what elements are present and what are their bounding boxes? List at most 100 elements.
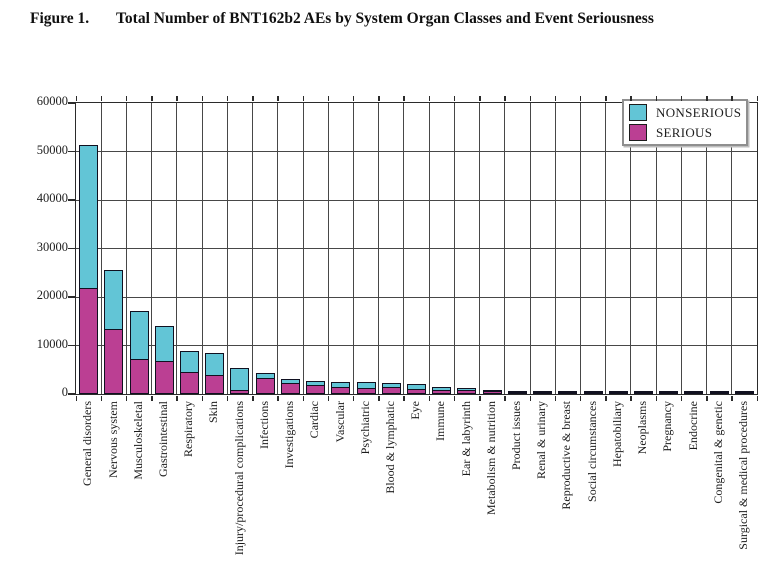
x-tick (605, 396, 607, 401)
gridline-h-40000 (76, 199, 757, 201)
x-category-label: Psychiatric (352, 401, 377, 454)
x-category-label-text: Hepatobiliary (609, 401, 624, 467)
bar-segment-serious (255, 378, 275, 394)
gridline-v (428, 103, 430, 394)
bar-segment-nonserious (104, 270, 124, 330)
x-category-label-text: Reproductive & breast (559, 401, 574, 510)
x-category-label: Metabolism & nutrition (479, 401, 504, 515)
y-tick-label: 0 (61, 385, 68, 399)
plot-area: NONSERIOUS SERIOUS (68, 96, 758, 401)
bar-segment-nonserious (583, 391, 603, 392)
top-tick (529, 96, 531, 101)
gridline-v (554, 103, 556, 394)
bar-segment-nonserious (507, 391, 527, 392)
x-category-label: Immune (428, 401, 453, 441)
top-tick (75, 96, 77, 101)
bar-segment-nonserious (558, 391, 578, 392)
y-tick (68, 102, 75, 104)
bar-segment-nonserious (306, 380, 326, 385)
bar-segment-serious (634, 392, 653, 394)
bar-neoplasms (634, 391, 653, 394)
gridline-h-10000 (76, 345, 757, 346)
bar-segment-serious (79, 288, 99, 394)
bar-segment-nonserious (230, 367, 250, 390)
gridline-v (655, 103, 657, 394)
bar-segment-nonserious (482, 389, 502, 392)
bar-renal-urinary (533, 391, 553, 394)
bar-segment-serious (583, 392, 603, 394)
x-category-label-text: Psychiatric (357, 401, 372, 455)
top-tick (277, 96, 279, 101)
gridline-v (403, 103, 405, 394)
bar-blood-lymphatic (381, 382, 401, 394)
top-tick (302, 96, 304, 101)
x-tick (479, 396, 481, 401)
top-tick (226, 96, 229, 101)
gridline-v (479, 103, 481, 394)
top-tick (579, 96, 582, 101)
x-category-label-text: Injury/procedural complications (231, 401, 246, 556)
y-tick-label: 50000 (36, 142, 68, 157)
x-tick (554, 396, 557, 401)
x-tick (428, 396, 431, 401)
x-category-label-text: Nervous system (105, 401, 120, 478)
x-tick (352, 396, 355, 401)
bar-pregnancy (659, 391, 679, 394)
x-category-label-text: Endocrine (685, 401, 700, 451)
bar-segment-serious (331, 386, 351, 394)
top-tick (252, 96, 254, 101)
bar-segment-nonserious (709, 391, 729, 392)
x-tick (579, 396, 582, 401)
x-tick (504, 396, 506, 401)
figure-title-text: Total Number of BNT162b2 AEs by System O… (116, 10, 654, 27)
top-tick (428, 96, 431, 101)
bar-social-circumstances (583, 391, 603, 394)
bar-segment-serious (407, 389, 426, 394)
gridline-h-50000 (76, 151, 757, 152)
bar-segment-nonserious (381, 382, 401, 388)
x-category-label: Respiratory (176, 401, 201, 457)
top-tick (352, 96, 355, 101)
x-category-label: Infections (252, 401, 277, 449)
bar-congenital-genetic (709, 391, 729, 394)
x-category-label: Blood & lymphatic (378, 401, 403, 494)
bar-segment-nonserious (684, 391, 704, 392)
gridline-v (302, 103, 304, 394)
bar-segment-nonserious (280, 378, 300, 383)
x-tick (151, 396, 153, 401)
y-tick-label: 20000 (36, 288, 68, 302)
gridline-v (378, 103, 380, 394)
x-category-label-text: Pregnancy (660, 401, 675, 452)
x-category-label-text: Musculoskeletal (130, 401, 145, 480)
bar-segment-serious (306, 384, 326, 394)
x-tick (100, 396, 103, 401)
x-category-label-text: Product issues (509, 401, 524, 470)
top-tick (453, 96, 456, 101)
x-category-label: Surgical & medical procedures (731, 401, 756, 550)
gridline-v (352, 103, 354, 394)
bar-segment-serious (180, 371, 199, 394)
bar-hepatobiliary (608, 391, 628, 394)
bar-segment-serious (659, 392, 679, 394)
bar-musculoskeletal (129, 310, 149, 394)
bar-segment-serious (205, 375, 225, 394)
gridline-v (151, 103, 153, 394)
serious-swatch (629, 124, 647, 141)
x-category-label-text: Immune (433, 401, 448, 441)
bar-segment-nonserious (734, 391, 754, 392)
bar-segment-nonserious (659, 391, 679, 392)
x-tick (302, 396, 304, 401)
x-category-label: Endocrine (680, 401, 705, 450)
bar-general-disorders (79, 145, 99, 394)
bar-segment-nonserious (180, 351, 199, 372)
x-category-label: Hepatobiliary (605, 401, 630, 467)
gridline-v (100, 103, 102, 394)
x-category-label-text: General disorders (80, 401, 95, 486)
bar-infections (255, 373, 275, 394)
bar-segment-nonserious (533, 391, 553, 392)
gridline-v (504, 103, 506, 394)
x-category-label-text: Infections (256, 401, 271, 449)
x-tick (453, 396, 456, 401)
legend-row-serious: SERIOUS (629, 124, 741, 141)
x-category-label-text: Eye (408, 401, 423, 420)
